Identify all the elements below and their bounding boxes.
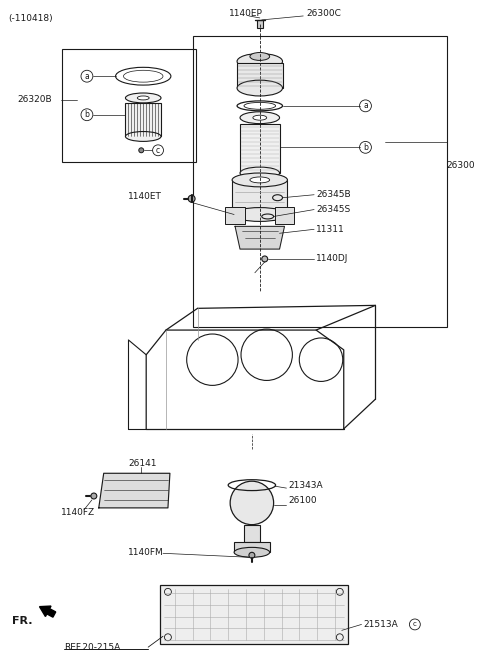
Polygon shape [99, 473, 170, 508]
Text: 11311: 11311 [316, 225, 345, 234]
Text: a: a [84, 72, 89, 81]
Text: 1140ET: 1140ET [129, 192, 162, 201]
Bar [244, 525, 260, 542]
Text: 1140DJ: 1140DJ [316, 254, 348, 264]
Text: 21343A: 21343A [288, 480, 323, 490]
Text: 1140FZ: 1140FZ [61, 509, 96, 517]
Circle shape [262, 256, 268, 262]
Text: 26141: 26141 [129, 459, 157, 468]
Text: FR.: FR. [12, 617, 32, 627]
Bar [125, 103, 161, 136]
Text: 26300C: 26300C [306, 9, 341, 19]
Text: c: c [413, 621, 417, 627]
Ellipse shape [234, 548, 270, 557]
Circle shape [230, 481, 274, 525]
Bar [232, 180, 288, 215]
Text: a: a [363, 101, 368, 110]
Circle shape [139, 148, 144, 153]
Bar [257, 20, 263, 28]
Ellipse shape [250, 52, 270, 60]
Bar [240, 123, 279, 173]
Ellipse shape [240, 167, 279, 179]
Ellipse shape [232, 173, 288, 187]
Ellipse shape [237, 80, 283, 96]
FancyArrow shape [39, 606, 56, 617]
Ellipse shape [240, 112, 279, 123]
Bar [62, 48, 195, 162]
Ellipse shape [125, 132, 161, 142]
Ellipse shape [116, 67, 171, 85]
Text: 21513A: 21513A [363, 620, 398, 629]
Circle shape [249, 552, 255, 558]
Text: 26320B: 26320B [18, 95, 52, 105]
Text: 26100: 26100 [288, 497, 317, 505]
Text: b: b [363, 143, 368, 152]
Ellipse shape [250, 177, 270, 183]
Bar [234, 542, 270, 552]
Ellipse shape [123, 70, 163, 82]
Text: 1140FM: 1140FM [129, 548, 164, 557]
Text: (-110418): (-110418) [8, 14, 52, 23]
Text: c: c [156, 146, 160, 155]
Text: b: b [84, 110, 89, 119]
Polygon shape [235, 226, 285, 249]
Ellipse shape [237, 101, 283, 111]
Ellipse shape [137, 96, 149, 100]
Bar [192, 36, 447, 327]
Bar [160, 585, 348, 644]
Ellipse shape [232, 207, 288, 221]
Text: 26300: 26300 [446, 160, 475, 170]
Ellipse shape [125, 93, 161, 103]
Circle shape [188, 195, 195, 202]
Ellipse shape [244, 103, 276, 109]
Circle shape [91, 493, 97, 499]
Ellipse shape [253, 115, 267, 120]
Text: 26345B: 26345B [316, 191, 351, 199]
Bar [225, 207, 245, 224]
Text: 1140EP: 1140EP [229, 9, 263, 19]
Ellipse shape [237, 54, 283, 69]
Text: 26345S: 26345S [316, 205, 350, 214]
Bar [237, 63, 283, 88]
Text: REF.20-215A: REF.20-215A [64, 643, 120, 652]
Bar [275, 207, 294, 224]
